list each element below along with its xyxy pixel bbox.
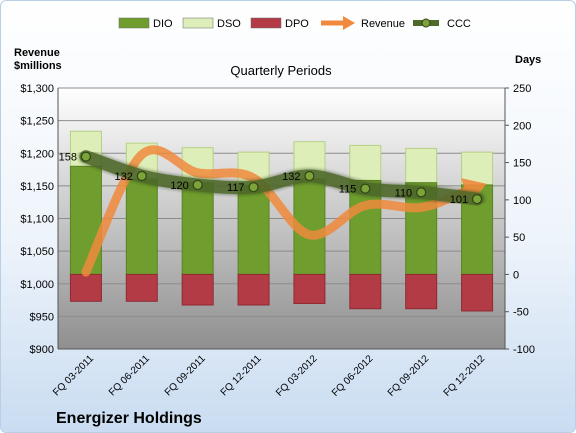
ccc-point — [136, 170, 147, 182]
ccc-point — [248, 182, 259, 193]
left-tick-label: $1,000 — [20, 279, 54, 291]
bar-dpo — [69, 273, 102, 302]
legend-swatch-dpo — [250, 17, 282, 29]
legend: DIO DSO DPO Revenue CCC — [118, 16, 471, 30]
right-tick-label: -100 — [513, 344, 535, 356]
right-tick-label: 250 — [513, 83, 531, 95]
left-tick-label: $1,250 — [20, 116, 54, 128]
left-tick-label: $1,100 — [20, 214, 54, 226]
line-layer: 158 132 120 117 132 115 110 101 — [59, 145, 487, 277]
bar-dpo — [461, 273, 494, 312]
right-tick-label: 0 — [513, 269, 519, 281]
legend-label: CCC — [447, 18, 471, 30]
category-label: FQ 06-2012 — [330, 353, 376, 399]
bar-dio — [237, 185, 270, 275]
left-tick-label: $1,150 — [20, 181, 54, 193]
right-tick-label: 100 — [513, 195, 531, 207]
ccc-data-label: 132 — [114, 171, 132, 183]
category-label: FQ 09-2012 — [386, 353, 432, 399]
ccc-point — [192, 179, 203, 191]
bar-dpo — [181, 273, 214, 306]
right-tick-label: 50 — [513, 232, 525, 244]
ccc-data-label: 110 — [395, 187, 413, 199]
legend-ccc-marker — [421, 18, 431, 28]
ccc-point — [80, 151, 92, 162]
ccc-data-label: 117 — [227, 182, 245, 194]
legend-swatch-dio — [118, 17, 150, 29]
left-tick-label: $1,200 — [20, 148, 54, 160]
legend-revenue-arrow — [343, 16, 355, 30]
bar-dpo — [405, 273, 438, 310]
bar-dio — [69, 165, 102, 275]
legend-label: DSO — [217, 18, 241, 30]
ccc-point — [304, 170, 315, 182]
bar-dpo — [349, 273, 382, 310]
right-axis-title: Days — [515, 54, 541, 66]
category-label: FQ 09-2011 — [163, 353, 208, 398]
left-tick-label: $1,300 — [20, 83, 54, 95]
category-label: FQ 06-2011 — [107, 353, 152, 398]
ccc-point — [360, 183, 371, 194]
ccc-data-label: 158 — [59, 152, 77, 164]
bar-dio — [181, 182, 214, 275]
left-tick-label: $950 — [30, 311, 54, 323]
bar-dio — [125, 178, 158, 275]
bar-dpo — [125, 273, 158, 302]
category-label: FQ 12-2011 — [219, 353, 264, 398]
right-tick-label: -50 — [513, 307, 529, 319]
ccc-data-label: 115 — [339, 184, 357, 196]
bar-dpo — [237, 273, 270, 306]
ccc-data-label: 120 — [170, 180, 188, 192]
bar-dso — [349, 144, 382, 181]
revenue-line — [81, 145, 471, 277]
bar-dso — [405, 147, 438, 184]
legend-label: DIO — [153, 18, 173, 30]
company-name: Energizer Holdings — [56, 410, 202, 427]
bar-dpo — [293, 273, 326, 305]
left-tick-label: $900 — [30, 344, 54, 356]
legend-label: Revenue — [361, 18, 405, 30]
ccc-data-label: 132 — [282, 171, 300, 183]
right-tick-label: 200 — [513, 120, 531, 132]
legend-swatch-dso — [182, 17, 214, 29]
chart-title: Quarterly Periods — [230, 63, 332, 78]
ccc-point — [416, 187, 427, 198]
ccc-point — [471, 194, 483, 205]
legend-label: DPO — [285, 18, 309, 30]
category-label: FQ 12-2012 — [442, 353, 488, 399]
ccc-data-label: 101 — [450, 194, 468, 206]
left-axis-title: Revenue $millions — [14, 47, 62, 72]
left-tick-label: $1,050 — [20, 246, 54, 258]
right-tick-label: 150 — [513, 158, 531, 170]
category-label: FQ 03-2012 — [274, 353, 320, 399]
category-label: FQ 03-2011 — [51, 353, 96, 398]
